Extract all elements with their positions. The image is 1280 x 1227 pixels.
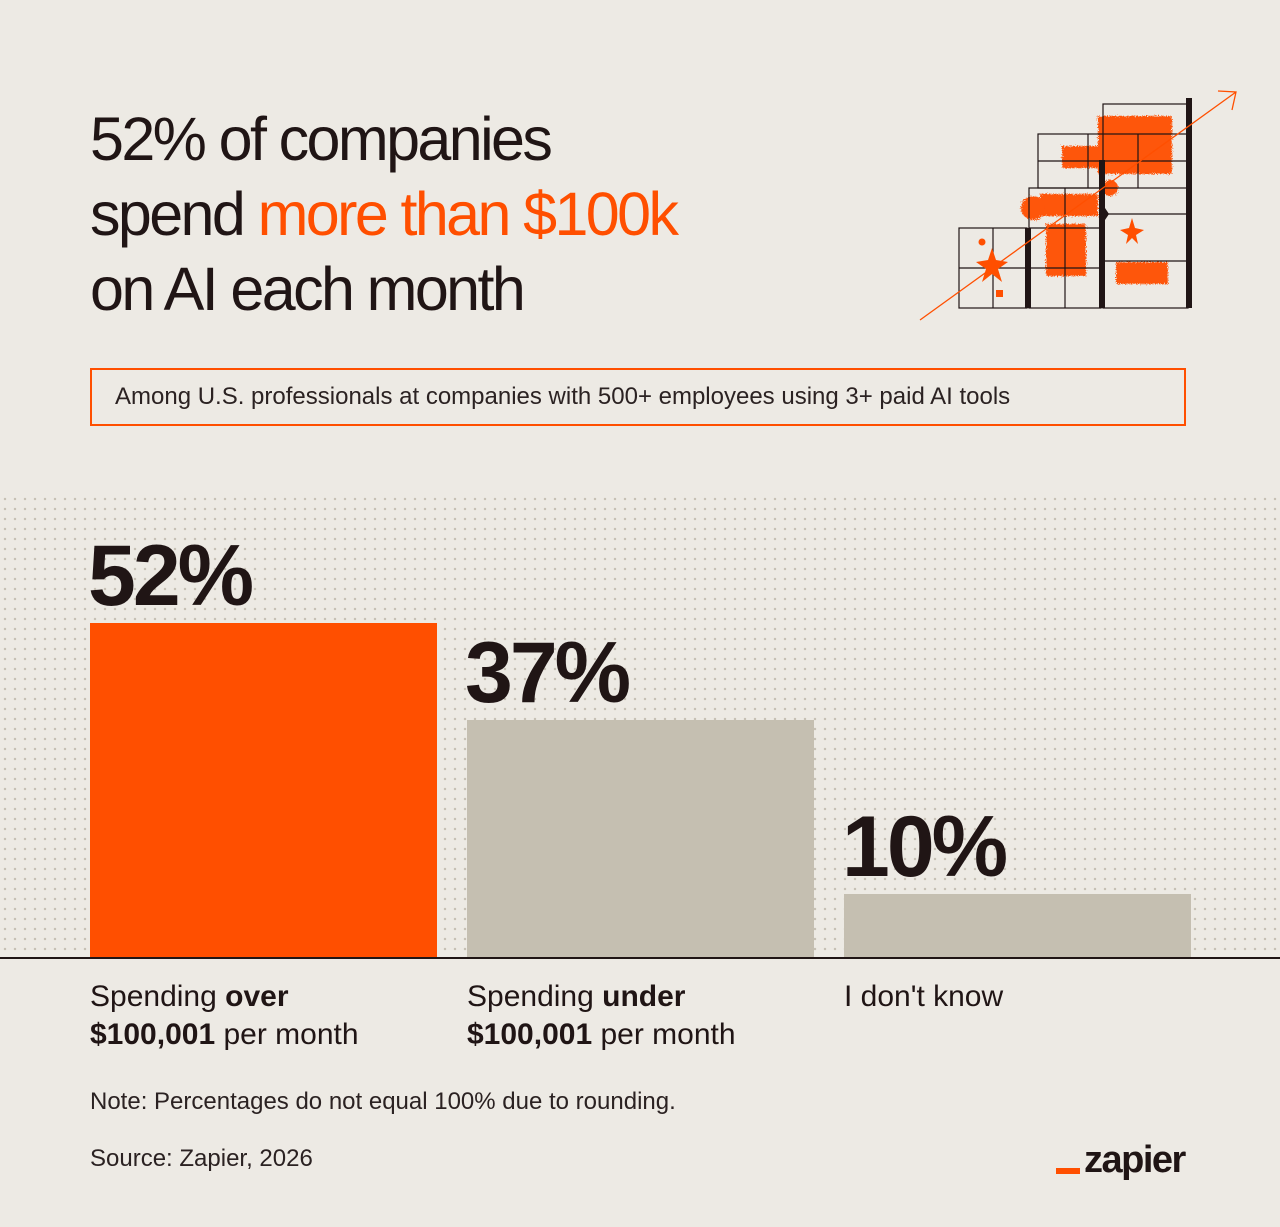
growth-buildings-illustration bbox=[919, 90, 1237, 321]
footnote: Note: Percentages do not equal 100% due … bbox=[90, 1088, 676, 1115]
subtitle-text: Among U.S. professionals at companies wi… bbox=[115, 383, 1011, 410]
bar-value-label-3: 10% bbox=[842, 799, 1008, 895]
bar-value-label-1: 52% bbox=[88, 528, 254, 624]
bar-value-label-2: 37% bbox=[465, 625, 631, 721]
category-label-dont-know: I don't know bbox=[844, 980, 1004, 1013]
category-label-spending-under: Spending under $100,001 per month bbox=[467, 980, 736, 1051]
headline-line-2-prefix: spend bbox=[90, 180, 258, 248]
bar-1 bbox=[90, 623, 437, 958]
bar-3 bbox=[844, 894, 1191, 958]
chart-baseline bbox=[0, 957, 1280, 959]
category-label-spending-over: Spending over $100,001 per month bbox=[90, 980, 359, 1051]
zapier-logo-text: zapier bbox=[1084, 1139, 1186, 1181]
headline-highlight: more than $100k bbox=[257, 180, 679, 248]
headline-line-1: 52% of companies bbox=[90, 105, 553, 173]
zapier-logo-mark bbox=[1056, 1168, 1080, 1174]
zapier-logo: zapier bbox=[1056, 1138, 1186, 1182]
bar-2 bbox=[467, 720, 814, 958]
headline: 52% of companies spend more than $100k o… bbox=[90, 102, 850, 327]
source-citation: Source: Zapier, 2026 bbox=[90, 1145, 313, 1172]
headline-line-3: on AI each month bbox=[90, 255, 526, 323]
subtitle-box: Among U.S. professionals at companies wi… bbox=[90, 368, 1186, 426]
